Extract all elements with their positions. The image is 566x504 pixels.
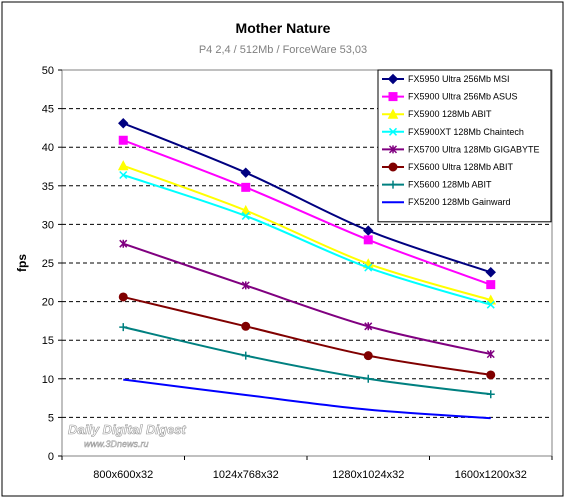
legend-label: FX5700 Ultra 128Mb GIGABYTE — [408, 144, 540, 154]
data-point — [117, 160, 129, 171]
data-point — [118, 118, 129, 129]
series-1 — [118, 118, 496, 278]
y-tick-label: 0 — [48, 451, 54, 463]
y-tick-label: 20 — [42, 297, 54, 309]
legend-item: FX5600 Ultra 128Mb ABIT — [382, 162, 514, 172]
y-tick-label: 5 — [48, 412, 54, 424]
legend-label: FX5900XT 128Mb Chaintech — [408, 127, 524, 137]
series-6 — [118, 292, 496, 380]
data-point — [364, 263, 373, 272]
series-4 — [119, 170, 495, 309]
series-line — [122, 122, 492, 274]
data-point — [388, 127, 398, 136]
y-tick-label: 15 — [42, 335, 54, 347]
series-7 — [119, 323, 495, 399]
x-axis-ticks: 800x600x32 1024x768x32 1280x1024x32 1600x12… — [61, 456, 553, 481]
watermark-title: Daily Digital Digest — [68, 422, 186, 437]
series-2 — [118, 135, 496, 290]
data-point — [241, 281, 250, 290]
legend-item: FX5200 128Mb Gainward — [382, 197, 511, 207]
chart-subtitle: P4 2,4 / 512Mb / ForceWare 53,03 — [199, 44, 367, 56]
data-point — [241, 211, 250, 220]
data-point — [388, 92, 398, 102]
x-tick-label: 1280x1024x32 — [332, 469, 404, 481]
data-point — [387, 108, 399, 119]
watermark-url: www.3Dnews.ru — [84, 439, 149, 449]
data-point — [241, 182, 251, 192]
legend-label: FX5900 128Mb ABIT — [408, 109, 492, 119]
legend-label: FX5600 Ultra 128Mb ABIT — [408, 162, 514, 172]
chart-title: Mother Nature — [236, 20, 331, 36]
series-line — [122, 164, 492, 302]
legend-item: FX5900 128Mb ABIT — [382, 108, 492, 119]
series-line — [122, 174, 492, 306]
data-point — [388, 145, 398, 154]
y-tick-label: 10 — [42, 374, 54, 386]
x-tick-label: 1024x768x32 — [213, 469, 279, 481]
watermark: Daily Digital Digest www.3Dnews.ru — [68, 422, 187, 450]
series-line — [122, 139, 492, 286]
x-tick-label: 1600x1200x32 — [455, 469, 527, 481]
legend-item: FX5900 Ultra 256Mb ASUS — [382, 92, 518, 102]
legend-item: FX5900XT 128Mb Chaintech — [382, 127, 524, 137]
data-point — [486, 280, 496, 290]
legend-item: FX5950 Ultra 256Mb MSI — [382, 73, 510, 85]
legend-label: FX5900 Ultra 256Mb ASUS — [408, 92, 518, 102]
legend-item: FX5600 128Mb ABIT — [382, 180, 492, 190]
data-point — [241, 321, 251, 331]
data-point — [240, 204, 252, 216]
data-point — [389, 180, 397, 189]
legend-label: FX5600 128Mb ABIT — [408, 180, 492, 190]
y-tick-label: 50 — [42, 65, 54, 77]
data-point — [363, 225, 374, 236]
data-point — [119, 323, 128, 332]
data-point — [241, 351, 250, 360]
series-5 — [119, 239, 495, 359]
y-tick-label: 35 — [42, 181, 54, 193]
data-point — [388, 162, 398, 172]
legend-label: FX5950 Ultra 256Mb MSI — [408, 74, 510, 84]
y-tick-label: 45 — [42, 104, 54, 116]
y-tick-label: 40 — [42, 142, 54, 154]
y-tick-label: 25 — [42, 258, 54, 270]
data-point — [363, 351, 373, 361]
data-point — [486, 350, 495, 359]
data-point — [119, 170, 128, 180]
legend-item: FX5700 Ultra 128Mb GIGABYTE — [382, 144, 540, 154]
legend: FX5950 Ultra 256Mb MSI FX5900 Ultra 256Mb… — [377, 69, 552, 223]
data-point — [364, 374, 373, 383]
y-tick-label: 30 — [42, 219, 54, 231]
data-point — [486, 370, 496, 380]
data-point — [119, 239, 128, 248]
series-line — [123, 326, 491, 396]
x-tick-label: 800x600x32 — [93, 469, 153, 481]
series-line — [123, 378, 491, 420]
data-point — [387, 73, 399, 85]
data-point — [486, 300, 495, 309]
y-axis-label: fps — [15, 254, 29, 272]
legend-box — [377, 69, 552, 223]
series-line — [122, 242, 491, 356]
series-line — [123, 295, 491, 376]
data-point — [363, 235, 373, 245]
data-point — [118, 292, 128, 302]
series-layer — [117, 118, 497, 420]
data-point — [485, 267, 496, 278]
series-8 — [123, 378, 491, 420]
data-point — [118, 135, 128, 145]
legend-label: FX5200 128Mb Gainward — [408, 197, 511, 207]
data-point — [486, 390, 495, 399]
y-axis-ticks: 0 5 10 15 20 25 30 35 40 45 50 — [42, 65, 62, 463]
data-point — [364, 322, 373, 331]
data-point — [240, 167, 251, 178]
